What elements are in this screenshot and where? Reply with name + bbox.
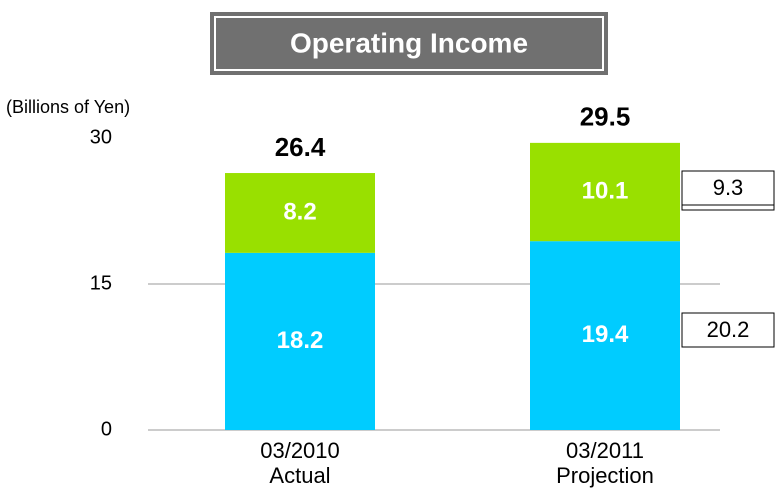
boxed-value-frame — [681, 312, 775, 348]
chart-title: Operating Income — [290, 27, 528, 58]
bar-segment — [225, 173, 375, 253]
bar-segment — [225, 252, 375, 430]
y-tick-label: 15 — [90, 272, 112, 294]
boxed-value: 20.2 — [707, 317, 750, 342]
bar-segment — [530, 142, 680, 242]
y-tick-label: 30 — [90, 126, 112, 148]
x-tick-label: Projection — [556, 463, 654, 488]
title-box — [210, 12, 608, 75]
x-tick-label: 03/2010 — [260, 438, 340, 463]
y-tick-label: 0 — [101, 418, 112, 440]
x-tick-label: 03/2011 — [566, 438, 644, 463]
x-tick-label: Actual — [269, 463, 330, 488]
title-box-border — [214, 16, 604, 71]
segment-label: 18.2 — [277, 327, 324, 354]
y-axis-label: (Billions of Yen) — [6, 97, 130, 117]
total-label: 29.5 — [580, 102, 631, 132]
bar-segment — [530, 241, 680, 430]
boxed-value: 9.3 — [713, 175, 744, 200]
segment-label: 8.2 — [283, 198, 316, 225]
segment-label: 10.1 — [582, 177, 629, 204]
total-label: 26.4 — [275, 132, 326, 162]
boxed-value-frame — [681, 170, 775, 206]
segment-label: 19.4 — [582, 321, 629, 348]
